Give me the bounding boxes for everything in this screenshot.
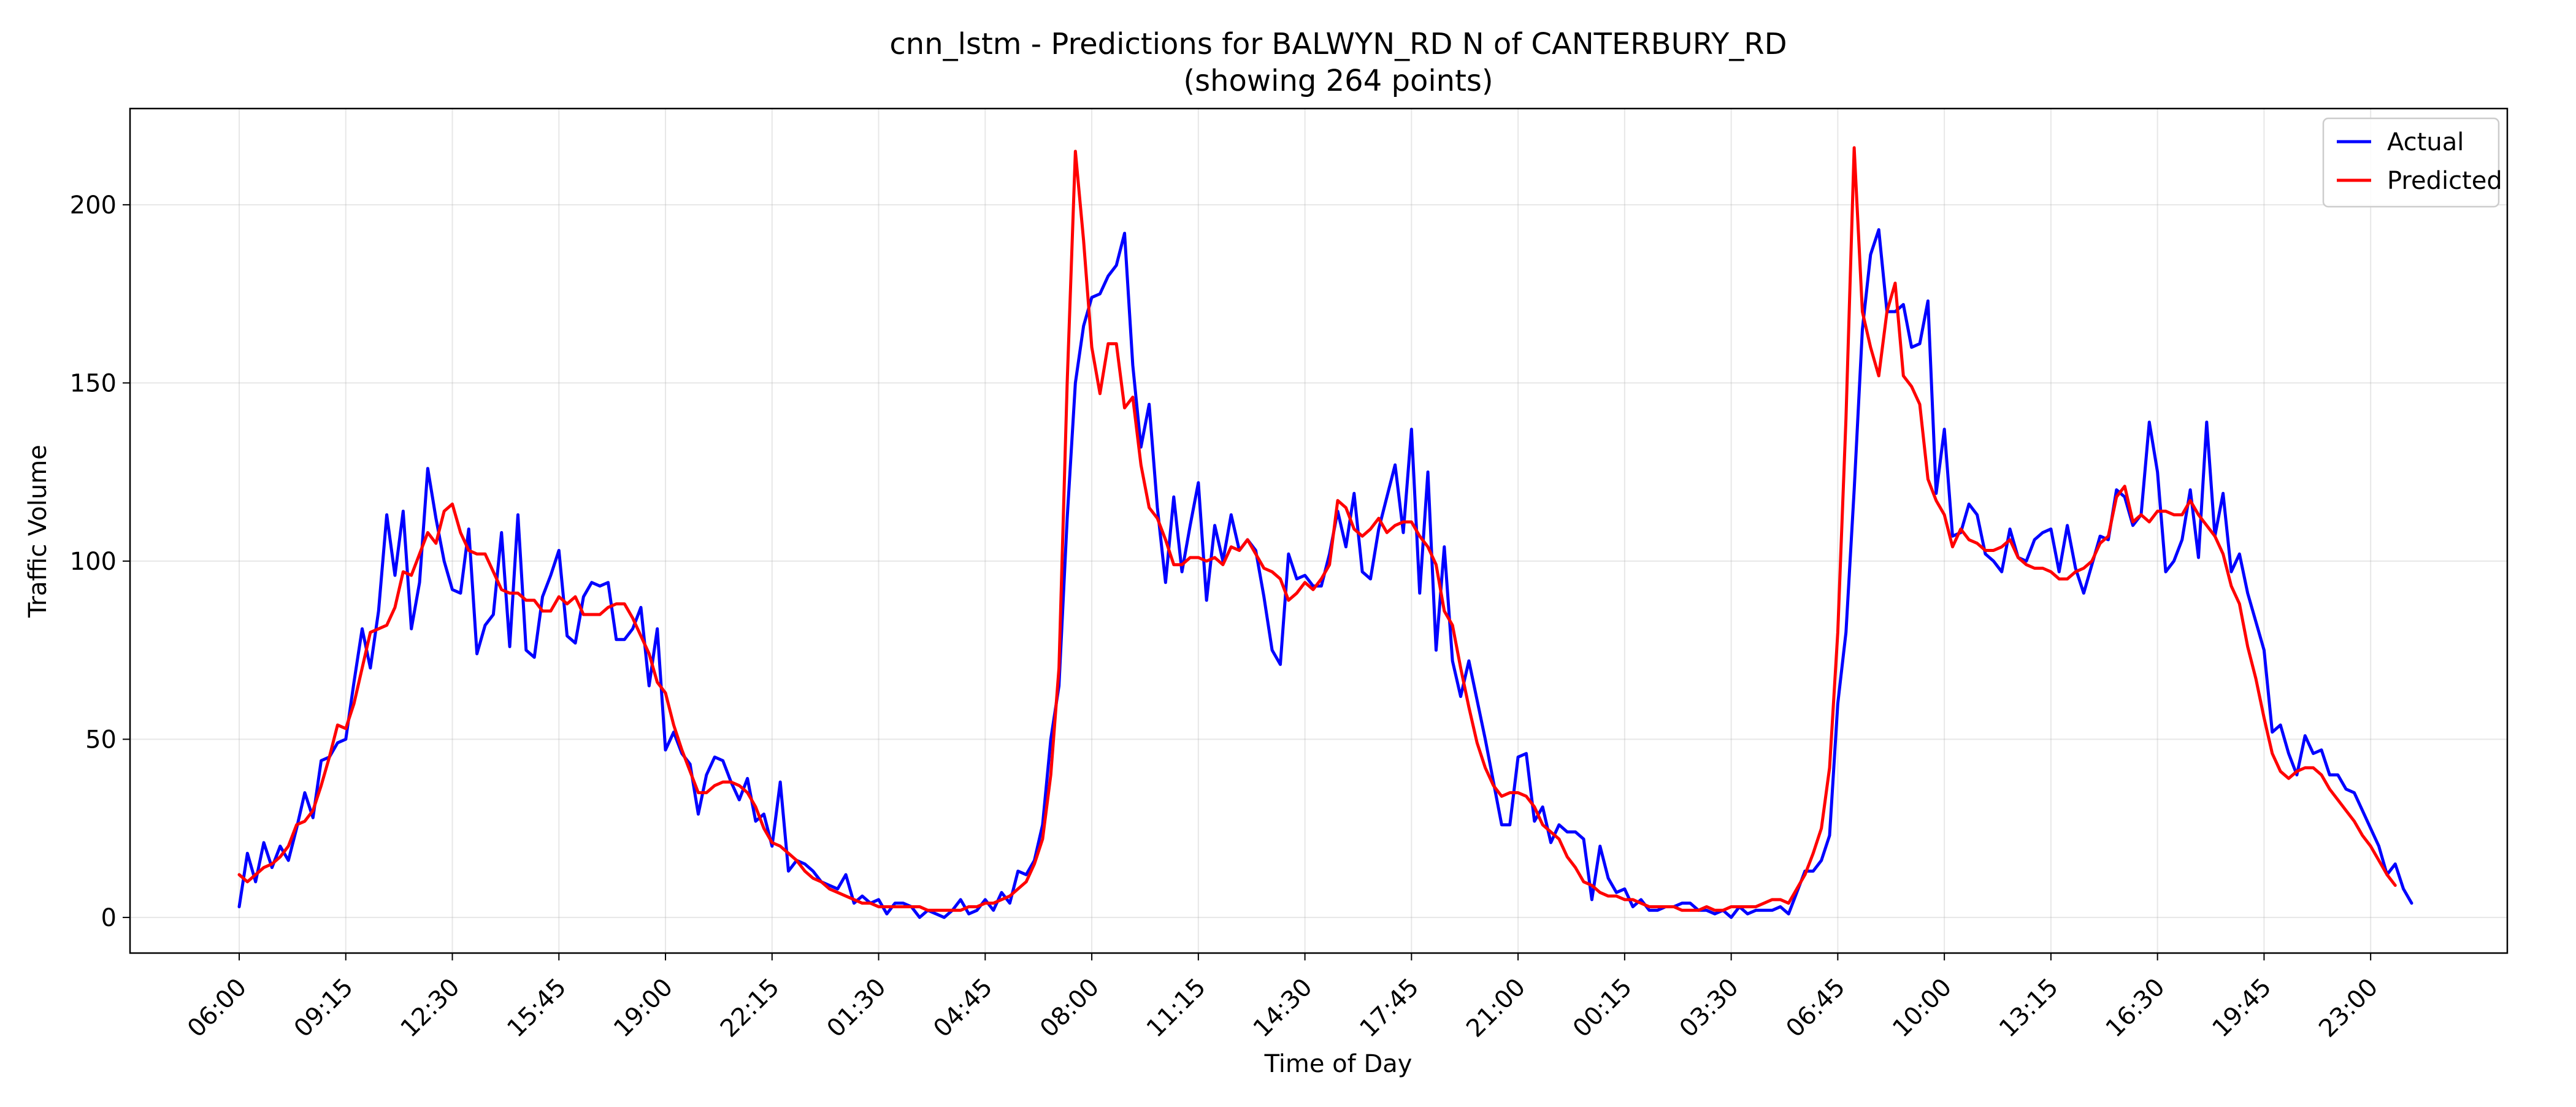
y-tick-label: 100 (70, 548, 117, 576)
y-tick-label: 150 (70, 369, 117, 397)
x-axis-label: Time of Day (1264, 1050, 1413, 1078)
series-lines (237, 146, 2413, 919)
y-tick-label: 200 (70, 191, 117, 220)
series-line-predicted (237, 146, 2397, 912)
chart-subtitle: (showing 264 points) (1183, 64, 1493, 98)
y-tick-label: 50 (85, 726, 117, 754)
legend: Actual Predicted (2322, 117, 2502, 208)
chart-title: cnn_lstm - Predictions for BALWYN_RD N o… (889, 27, 1787, 61)
y-axis-label: Traffic Volume (24, 445, 52, 618)
grid-lines (130, 109, 2507, 953)
legend-predicted-label: Predicted (2387, 167, 2502, 195)
plot-frame (129, 107, 2509, 954)
y-tick-label: 0 (101, 904, 117, 932)
legend-actual-label: Actual (2387, 128, 2464, 156)
